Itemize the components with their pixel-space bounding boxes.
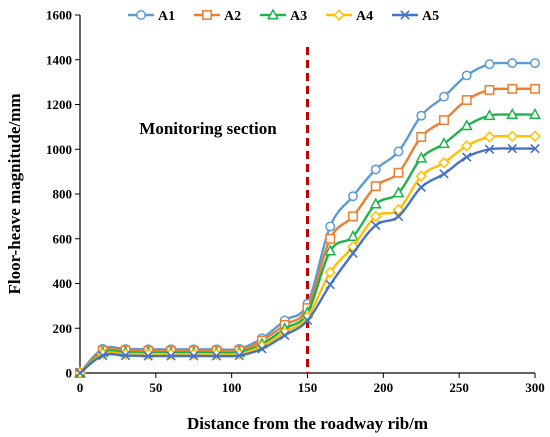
data-point-a2 xyxy=(461,95,472,105)
data-point-a5 xyxy=(97,350,108,361)
x-tick-label: 250 xyxy=(449,380,469,395)
data-point-a2 xyxy=(370,181,381,192)
data-point-a3 xyxy=(506,107,519,120)
data-point-a1 xyxy=(348,191,358,202)
legend-marker-a1 xyxy=(136,10,146,20)
data-point-a3 xyxy=(347,229,359,241)
data-point-a4 xyxy=(483,131,496,143)
data-point-a2 xyxy=(348,211,358,222)
data-point-a5 xyxy=(348,248,358,259)
data-point-a3 xyxy=(438,137,450,149)
x-tick-label: 0 xyxy=(77,380,84,395)
x-tick-label: 100 xyxy=(222,380,242,395)
data-point-a3 xyxy=(460,119,473,131)
data-point-a2 xyxy=(507,83,518,94)
data-point-a5 xyxy=(484,144,495,155)
data-point-a5 xyxy=(370,220,381,231)
y-tick-label: 800 xyxy=(53,187,73,202)
x-tick-label: 50 xyxy=(149,380,162,395)
data-point-a4 xyxy=(529,130,541,143)
legend-label-a1: A1 xyxy=(158,9,175,24)
data-point-a2 xyxy=(530,83,540,94)
data-point-a3 xyxy=(369,197,382,209)
legend-marker-a5 xyxy=(400,10,410,20)
data-point-a5 xyxy=(416,182,427,193)
x-tick-label: 150 xyxy=(298,380,318,395)
data-point-a4 xyxy=(460,140,473,152)
data-point-a3 xyxy=(324,244,337,256)
y-tick-label: 1400 xyxy=(46,52,72,67)
data-point-a2 xyxy=(325,233,336,244)
y-tick-label: 400 xyxy=(53,276,73,291)
data-point-a5 xyxy=(188,351,199,361)
x-tick-label: 300 xyxy=(525,380,545,395)
data-point-a5 xyxy=(234,350,245,361)
data-point-a1 xyxy=(484,59,495,70)
data-point-a5 xyxy=(439,169,449,179)
data-point-a5 xyxy=(211,351,222,361)
y-tick-label: 1000 xyxy=(46,142,72,157)
legend-label-a2: A2 xyxy=(224,9,241,24)
data-point-a1 xyxy=(370,164,381,175)
data-point-a4 xyxy=(415,170,428,182)
data-point-a2 xyxy=(393,167,404,178)
legend-marker-a2 xyxy=(202,10,212,20)
data-point-a5 xyxy=(257,344,267,354)
data-point-a5 xyxy=(166,351,176,361)
data-point-a4 xyxy=(324,266,337,279)
data-point-a2 xyxy=(484,85,495,95)
data-point-a5 xyxy=(279,330,290,341)
y-tick-label: 0 xyxy=(66,366,73,381)
data-point-a4 xyxy=(369,210,382,223)
legend-marker-a3 xyxy=(267,8,279,20)
data-point-a5 xyxy=(507,143,518,154)
data-point-a5 xyxy=(75,368,85,378)
x-axis-title: Distance from the roadway rib/m xyxy=(187,414,428,433)
y-tick-label: 600 xyxy=(53,231,73,246)
data-point-a5 xyxy=(530,143,540,154)
data-point-a4 xyxy=(392,203,405,216)
y-tick-label: 1200 xyxy=(46,97,72,112)
data-point-a1 xyxy=(461,70,472,81)
data-point-a5 xyxy=(393,211,404,222)
data-point-a5 xyxy=(461,152,472,162)
legend-marker-a4 xyxy=(333,9,345,21)
data-point-a2 xyxy=(439,115,449,126)
data-point-a2 xyxy=(416,131,427,142)
data-point-a3 xyxy=(415,151,428,163)
data-point-a1 xyxy=(416,110,427,121)
data-point-a4 xyxy=(438,156,450,169)
legend-label-a4: A4 xyxy=(356,9,373,24)
y-axis-title: Floor-heave magnitude/mm xyxy=(5,94,24,295)
data-point-a5 xyxy=(120,350,131,361)
data-point-a1 xyxy=(393,146,404,157)
y-tick-label: 1600 xyxy=(46,8,72,23)
x-tick-label: 200 xyxy=(374,380,394,395)
data-point-a1 xyxy=(439,91,449,102)
y-tick-label: 200 xyxy=(53,321,73,336)
data-point-a5 xyxy=(325,279,336,290)
data-point-a1 xyxy=(325,221,336,232)
legend-label-a3: A3 xyxy=(290,9,307,24)
legend-label-a5: A5 xyxy=(422,9,439,24)
data-point-a1 xyxy=(530,58,540,69)
data-point-a3 xyxy=(483,109,496,121)
data-point-a1 xyxy=(507,58,518,69)
data-point-a5 xyxy=(302,315,313,326)
data-point-a3 xyxy=(392,186,405,198)
monitoring-section-label: Monitoring section xyxy=(139,119,277,138)
data-point-a3 xyxy=(529,107,541,120)
data-point-a4 xyxy=(506,130,519,143)
data-point-a5 xyxy=(143,351,154,361)
